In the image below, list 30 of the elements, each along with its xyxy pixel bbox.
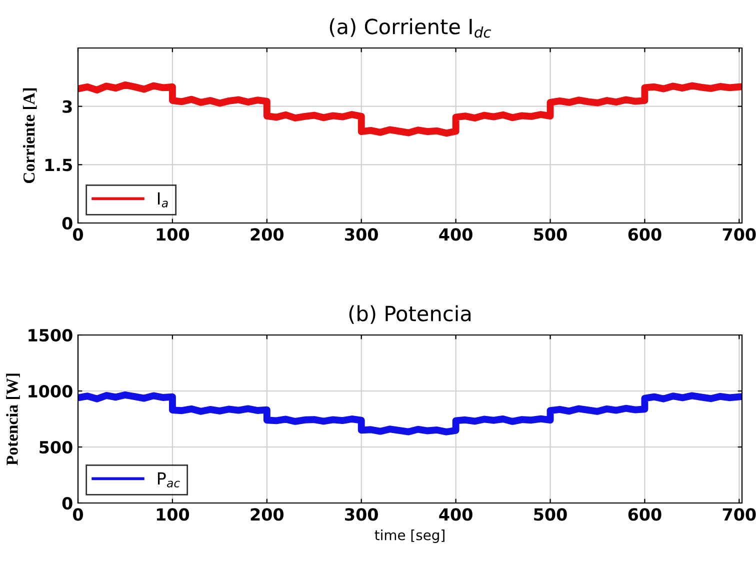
chart-title: (a) Corriente I$_{dc}$ <box>330 18 492 38</box>
chart-title: (b) Potencia <box>349 305 471 324</box>
x-tick-label: 600 <box>628 508 662 521</box>
y-axis-title: Potencia [W] <box>6 374 20 466</box>
y-tick-label: 1500 <box>28 328 72 342</box>
y-tick-label: 0 <box>62 216 72 230</box>
x-tick-label: 100 <box>156 228 190 241</box>
x-tick-label: 100 <box>156 508 190 521</box>
x-tick-label: 500 <box>534 508 567 521</box>
x-tick-label: 0 <box>73 228 83 241</box>
x-tick-label: 300 <box>345 228 378 241</box>
y-tick-label: 0 <box>62 496 72 510</box>
x-tick-label: 700 <box>722 228 756 241</box>
legend-label: P$_{ac}$ <box>158 472 180 488</box>
y-tick-label: 3 <box>62 100 72 113</box>
y-axis-title: Corriente [A] <box>22 88 37 184</box>
x-tick-label: 0 <box>73 508 83 521</box>
y-tick-label: 1.5 <box>45 158 72 172</box>
x-tick-label: 500 <box>534 228 567 241</box>
legend-label: I$_{a}$ <box>158 192 168 208</box>
x-tick-label: 300 <box>345 508 378 521</box>
x-axis-title: time [seg] <box>374 530 444 543</box>
x-tick-label: 400 <box>439 508 472 521</box>
x-tick-label: 400 <box>439 228 472 241</box>
x-tick-label: 700 <box>722 508 756 521</box>
y-tick-label: 1000 <box>28 384 72 398</box>
x-tick-label: 600 <box>628 228 662 241</box>
x-tick-label: 200 <box>250 508 284 521</box>
y-tick-label: 500 <box>40 440 72 454</box>
x-tick-label: 200 <box>250 228 284 241</box>
